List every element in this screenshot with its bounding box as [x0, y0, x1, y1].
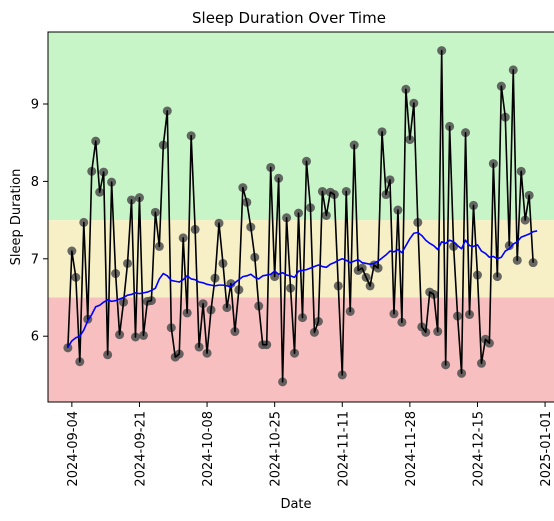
chart-title: Sleep Duration Over Time [192, 9, 386, 27]
x-tick-label-4: 2024-11-11 [336, 411, 351, 487]
x-tick-label-5: 2024-11-28 [404, 411, 419, 487]
y-tick-label-3: 9 [31, 97, 39, 112]
y-tick-label-2: 8 [31, 175, 39, 190]
y-tick-label-1: 7 [31, 252, 39, 267]
plot-frame [47, 31, 554, 403]
series-layer [63, 46, 538, 387]
x-axis-title: Date [280, 497, 311, 512]
y-axis-title: Sleep Duration [9, 169, 24, 266]
moving-average-line [67, 230, 538, 348]
x-tick-label-2: 2024-10-08 [201, 411, 216, 487]
x-tick-label-3: 2024-10-25 [269, 411, 284, 487]
x-tick-label-1: 2024-09-21 [134, 411, 149, 487]
band-2 [48, 297, 554, 402]
sleep-duration-line [67, 49, 534, 383]
x-tick-label-0: 2024-09-04 [66, 411, 81, 487]
x-tick-label-7: 2025-01-01 [539, 411, 554, 487]
x-tick-label-6: 2024-12-15 [472, 411, 487, 487]
band-0 [48, 32, 554, 221]
x-axis: 2024-09-04 2024-09-21 2024-10-08 2024-10-25… [66, 402, 554, 487]
threshold-bands [48, 32, 554, 402]
y-tick-label-0: 6 [31, 330, 39, 345]
y-axis: 6 7 8 9 [31, 97, 48, 345]
